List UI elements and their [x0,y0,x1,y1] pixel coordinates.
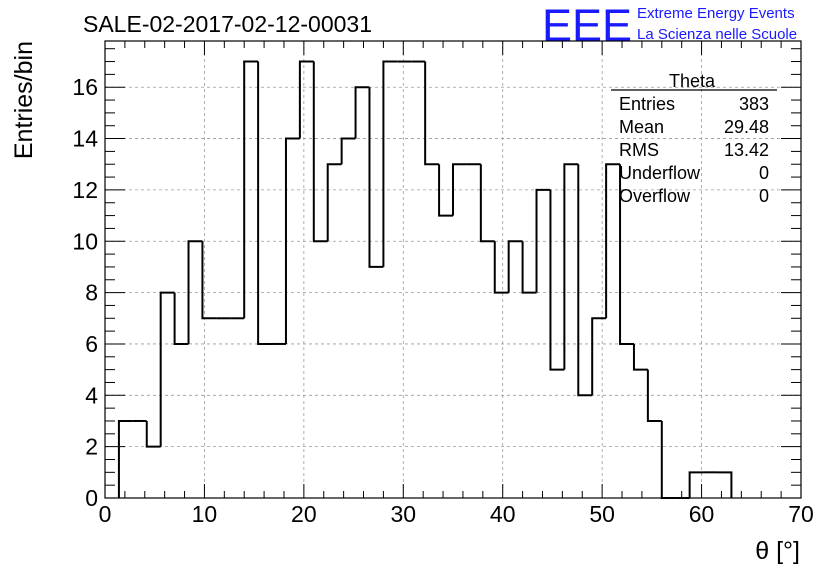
stats-row-label: Overflow [619,186,691,206]
histogram-bin [452,163,467,216]
histogram-bin [535,188,551,293]
y-axis-label: Entries/bin [10,41,38,159]
y-tick-label: 12 [72,177,98,203]
histogram-bin [257,61,273,345]
histogram-bin [549,189,565,371]
stats-box-title: Theta [669,71,716,91]
stats-row-value: 0 [759,186,769,206]
histogram-bin [660,420,676,499]
histogram-bin [243,60,259,319]
histogram-bin [577,164,593,397]
stats-row-label: Entries [619,94,675,114]
stats-row-label: Underflow [619,163,701,183]
histogram-bin [688,471,704,498]
y-tick-label: 2 [85,434,98,460]
histogram-bin [173,292,189,345]
axis-ticks [104,41,802,499]
histogram-bin [159,291,175,447]
stats-row-value: 383 [739,94,769,114]
histogram-bin [632,343,648,371]
plot-frame [104,40,802,499]
y-tick-label: 16 [72,74,98,100]
y-tick-label: 0 [85,485,98,511]
histogram-bin [591,317,607,396]
y-tick-label: 6 [85,331,98,357]
histogram-bin [368,87,384,268]
histogram [117,60,733,499]
stats-box-rows: Entries 383 Mean 29.48 RMS 13.42 Underflow 0 Ove… [619,94,769,206]
x-tick-label: 10 [192,501,218,527]
histogram-bin [717,471,733,498]
histogram-bin [521,241,537,294]
y-tick-label: 8 [85,280,98,306]
grid-lines [105,41,801,498]
histogram-bin [326,163,342,242]
histogram-bin [646,369,662,422]
x-tick-label: 0 [99,501,112,527]
x-tick-label: 60 [689,501,715,527]
histogram-bin [201,241,217,320]
x-tick-label: 70 [788,501,814,527]
chart-title: SALE-02-2017-02-12-00031 [83,11,372,37]
histogram-bin [619,164,634,345]
histogram-bin [187,240,203,344]
histogram-bin [312,61,328,243]
y-tick-labels: 0 2 4 6 8 10 12 14 16 [72,74,98,511]
histogram-bin [424,61,440,166]
histogram-bin [605,163,621,319]
stats-row-label: Mean [619,117,664,137]
histogram-bin [145,420,161,448]
histogram-bin [382,60,398,267]
histogram-bin [340,137,356,165]
x-tick-label: 30 [390,501,416,527]
x-axis-label: θ [°] [755,537,800,565]
histogram-bin [298,60,314,139]
stats-box: Theta Entries 383 Mean 29.48 RMS 13.42 Underfl… [611,71,777,206]
x-tick-labels: 0 10 20 30 40 50 60 70 [99,501,814,527]
eee-logo: EEE Extreme Energy Events La Scienza nel… [542,0,797,51]
eee-logo-line2: La Scienza nelle Scuole [637,26,797,43]
histogram-bin [493,241,509,294]
stats-row-value: 0 [759,163,769,183]
histogram-bin [507,240,523,293]
histogram-bin [354,86,370,139]
stats-row-label: RMS [619,140,659,160]
y-tick-label: 4 [85,382,98,408]
eee-logo-line1: Extreme Energy Events [637,5,795,22]
histogram-bin [117,419,133,498]
histogram-bin [563,163,579,370]
eee-logo-mark: EEE [542,0,632,51]
histogram-bin [438,164,453,217]
histogram-bin [479,164,495,243]
stats-row-value: 13.42 [724,140,769,160]
x-tick-label: 50 [589,501,615,527]
y-tick-label: 14 [72,126,98,152]
x-tick-label: 20 [291,501,317,527]
x-tick-label: 40 [490,501,516,527]
stats-row-value: 29.48 [724,117,769,137]
histogram-bin [284,137,300,344]
y-tick-label: 10 [72,228,98,254]
